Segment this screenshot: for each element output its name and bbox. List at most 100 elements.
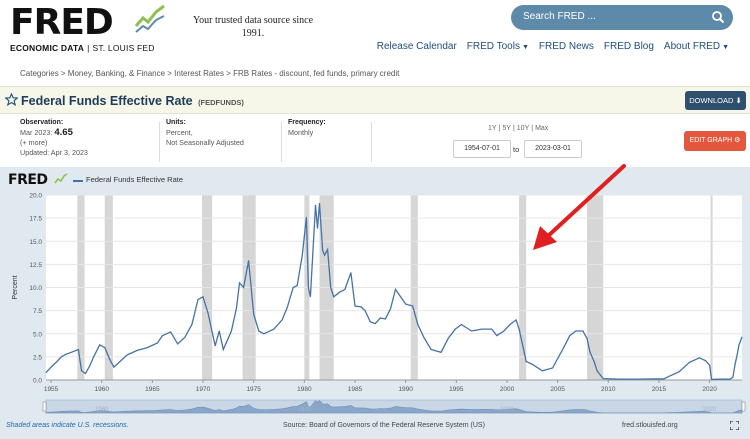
tagline-line-1: Your trusted data source since bbox=[192, 15, 314, 26]
star-icon[interactable] bbox=[5, 93, 18, 106]
data-point bbox=[491, 328, 493, 330]
data-point bbox=[330, 287, 332, 288]
data-point bbox=[292, 287, 294, 288]
data-point bbox=[197, 299, 199, 301]
range-10y[interactable]: 10Y bbox=[516, 125, 530, 132]
data-point bbox=[322, 250, 324, 251]
search-icon[interactable] bbox=[711, 10, 725, 24]
observation-label: Observation: bbox=[20, 119, 64, 126]
data-point bbox=[70, 351, 72, 353]
fred-logo[interactable]: FRED ECONOMIC DATA | ST. LOUIS FED bbox=[10, 2, 166, 57]
data-point bbox=[586, 337, 588, 339]
data-point bbox=[593, 361, 595, 362]
range-5y[interactable]: 5Y bbox=[502, 125, 511, 132]
nav-item-fred-blog[interactable]: FRED Blog bbox=[599, 41, 659, 52]
data-point bbox=[569, 335, 571, 337]
units-block: Units: Percent, Not Seasonally Adjusted bbox=[166, 118, 244, 148]
data-point bbox=[281, 319, 283, 321]
y-tick-label: 7.5 bbox=[33, 308, 42, 315]
data-point bbox=[339, 291, 341, 293]
breadcrumb[interactable]: Categories > Money, Banking, & Finance >… bbox=[20, 69, 400, 78]
data-point bbox=[296, 285, 298, 287]
data-point bbox=[65, 353, 67, 355]
x-tick-label: 1990 bbox=[398, 386, 413, 393]
observation-value: 4.65 bbox=[54, 127, 73, 138]
data-point bbox=[99, 344, 101, 346]
chart-logo-icon bbox=[54, 173, 68, 184]
data-point bbox=[162, 335, 164, 337]
data-point bbox=[305, 216, 307, 218]
x-tick-label: 2015 bbox=[652, 386, 667, 393]
end-date-input[interactable]: 2023-03-01 bbox=[524, 140, 582, 158]
source-note: Source: Board of Governors of the Federa… bbox=[283, 422, 485, 429]
data-point bbox=[471, 330, 473, 332]
data-point bbox=[333, 296, 335, 298]
x-tick-label: 1965 bbox=[145, 386, 160, 393]
range-separator: | bbox=[531, 125, 534, 132]
nav-item-fred-tools[interactable]: FRED Tools ▼ bbox=[462, 41, 534, 52]
data-point bbox=[222, 348, 224, 350]
data-point bbox=[248, 260, 250, 262]
y-tick-label: 10.0 bbox=[29, 285, 42, 292]
data-point bbox=[85, 373, 87, 375]
nav-item-fred-news[interactable]: FRED News bbox=[534, 41, 599, 52]
frequency-block: Frequency: Monthly bbox=[288, 118, 326, 138]
x-tick-label: 2020 bbox=[702, 386, 717, 393]
y-tick-label: 15.0 bbox=[29, 239, 42, 246]
data-point bbox=[319, 202, 321, 204]
search-input[interactable]: Search FRED ... bbox=[511, 5, 733, 30]
logo-subtitle: ECONOMIC DATA | ST. LOUIS FED bbox=[10, 43, 155, 53]
data-point bbox=[563, 347, 565, 349]
data-point bbox=[738, 344, 740, 346]
data-point bbox=[258, 330, 260, 332]
data-point bbox=[312, 240, 314, 242]
main-nav: Release Calendar FRED Tools ▼ FRED News FRED… bbox=[372, 41, 734, 52]
data-point bbox=[531, 363, 533, 365]
data-point bbox=[379, 317, 381, 319]
y-tick-label: 20.0 bbox=[29, 193, 42, 200]
logo-sub-left: ECONOMIC DATA bbox=[10, 43, 85, 53]
more-observations-link[interactable]: (+ more) bbox=[20, 138, 48, 147]
units-line-1: Percent, bbox=[166, 128, 193, 137]
download-button[interactable]: DOWNLOAD ⬇ bbox=[685, 91, 746, 110]
data-point bbox=[552, 367, 554, 369]
data-point bbox=[617, 378, 619, 380]
data-point bbox=[515, 319, 517, 321]
data-point bbox=[50, 366, 52, 368]
navigator-handle-right[interactable] bbox=[741, 401, 746, 412]
data-point bbox=[113, 366, 115, 368]
download-label: DOWNLOAD bbox=[689, 96, 734, 105]
range-max[interactable]: Max bbox=[535, 125, 549, 132]
data-point bbox=[541, 370, 543, 372]
units-line-2: Not Seasonally Adjusted bbox=[166, 138, 244, 147]
navigator-label: 2000 bbox=[500, 407, 514, 413]
fullscreen-icon[interactable] bbox=[730, 421, 739, 430]
data-point bbox=[688, 361, 690, 363]
data-point bbox=[374, 323, 376, 325]
data-point bbox=[214, 345, 216, 347]
legend-swatch bbox=[73, 180, 83, 182]
date-to-label: to bbox=[513, 145, 520, 154]
data-point bbox=[327, 249, 329, 251]
edit-graph-button[interactable]: EDIT GRAPH ⚙ bbox=[684, 131, 746, 151]
site-link[interactable]: fred.stlouisfed.org bbox=[622, 422, 678, 429]
nav-item-release-calendar[interactable]: Release Calendar bbox=[372, 41, 462, 52]
data-point bbox=[732, 376, 734, 378]
series-line-fedfunds[interactable] bbox=[45, 203, 743, 381]
data-point bbox=[596, 370, 598, 372]
data-point bbox=[191, 324, 193, 325]
data-point bbox=[324, 254, 326, 256]
data-point bbox=[55, 361, 57, 363]
nav-item-about-fred[interactable]: About FRED ▼ bbox=[659, 41, 734, 52]
x-tick-label: 1970 bbox=[196, 386, 211, 393]
data-point bbox=[369, 321, 371, 323]
y-tick-label: 17.5 bbox=[29, 216, 42, 223]
logo-sub-right: ST. LOUIS FED bbox=[92, 43, 155, 53]
nav-item-label: FRED News bbox=[538, 41, 594, 52]
start-date-input[interactable]: 1954-07-01 bbox=[453, 140, 511, 158]
data-point bbox=[518, 328, 520, 330]
range-1y[interactable]: 1Y bbox=[488, 125, 497, 132]
data-point bbox=[80, 370, 82, 372]
navigator-handle-left[interactable] bbox=[42, 401, 47, 412]
